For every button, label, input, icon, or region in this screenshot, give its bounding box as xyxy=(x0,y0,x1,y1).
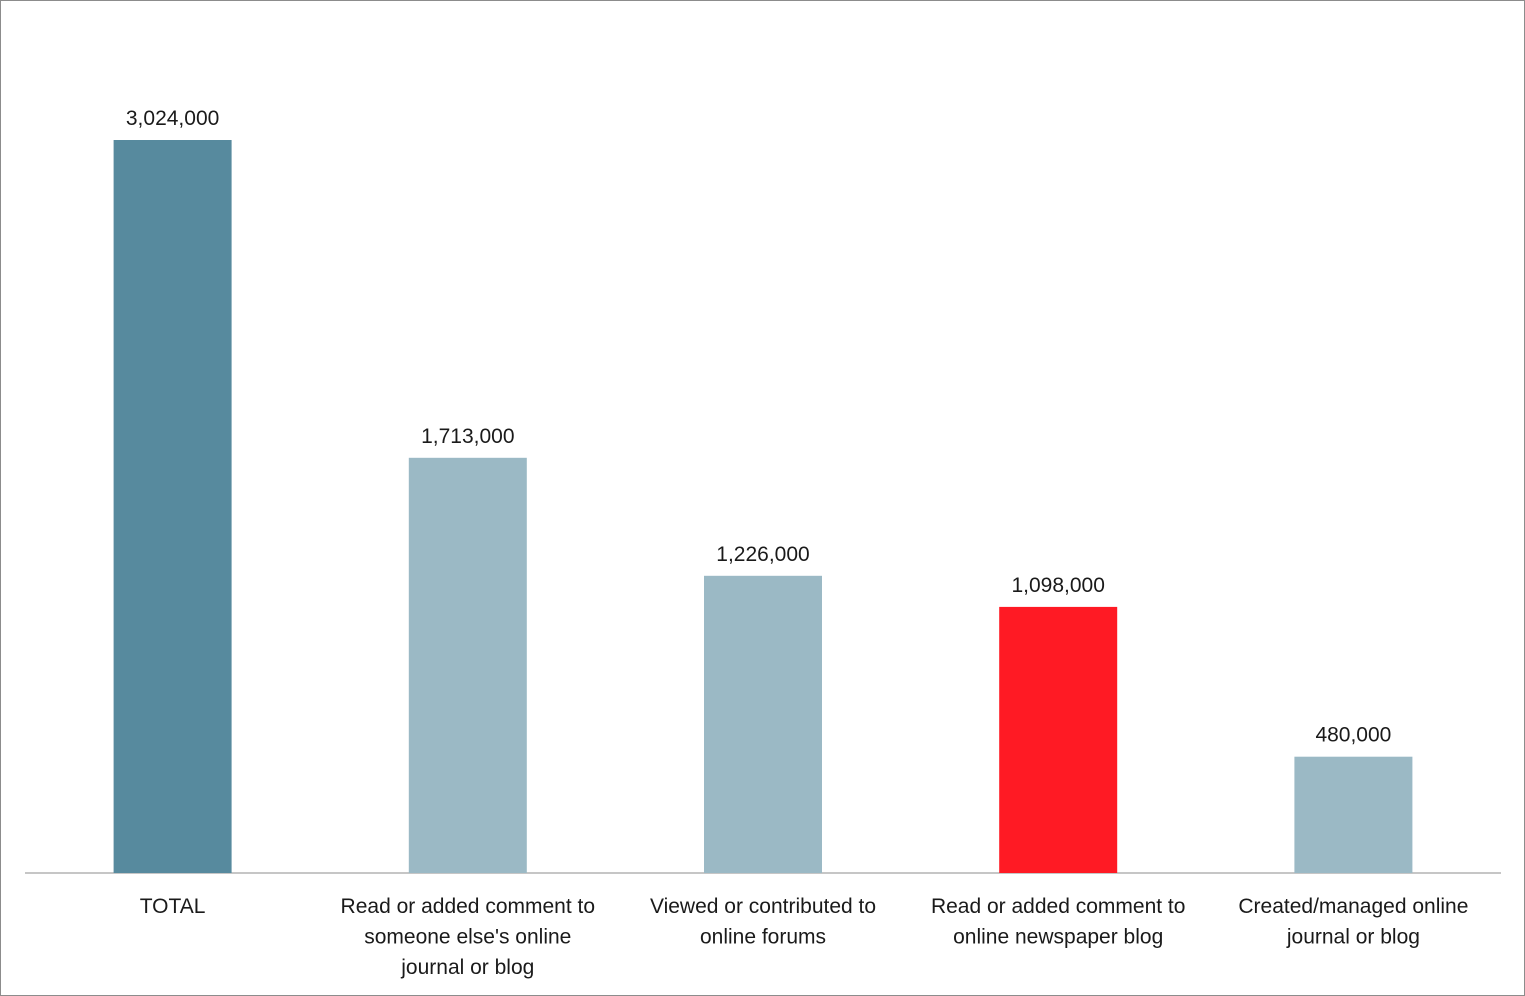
category-label-4: Created/managed online journal or blog xyxy=(1238,895,1468,949)
bar-2 xyxy=(704,575,822,873)
data-label-3: 1,098,000 xyxy=(1011,574,1104,597)
category-label-0: TOTAL xyxy=(140,895,206,918)
category-label-1: Read or added comment to someone else's o… xyxy=(341,895,595,979)
bar-4 xyxy=(1294,756,1413,873)
bar-0 xyxy=(113,140,232,873)
bar-3 xyxy=(999,606,1118,873)
data-label-2: 1,226,000 xyxy=(716,543,809,566)
category-label-3: Read or added comment to online newspaper… xyxy=(931,895,1185,949)
data-label-0: 3,024,000 xyxy=(126,107,219,130)
data-label-4: 480,000 xyxy=(1315,724,1391,747)
category-label-2: Viewed or contributed to online forums xyxy=(650,895,876,949)
data-label-1: 1,713,000 xyxy=(421,425,514,448)
bar-1 xyxy=(408,457,527,873)
